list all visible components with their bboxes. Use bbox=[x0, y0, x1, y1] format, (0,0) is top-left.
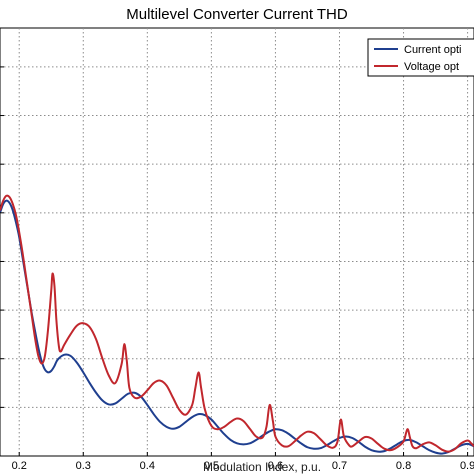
x-tick-label: 0.8 bbox=[396, 460, 411, 472]
x-axis-ticks: 0.2 0.3 0.4 0.5 0.6 0.7 0.8 0.9 bbox=[0, 66, 474, 472]
plot-area bbox=[0, 27, 474, 457]
x-tick-label: 0.9 bbox=[460, 460, 474, 472]
legend-box bbox=[367, 38, 474, 77]
series-voltage-optimized-line bbox=[0, 194, 474, 453]
legend-label-current: Current opti bbox=[404, 44, 461, 56]
x-tick-label: 0.7 bbox=[332, 460, 347, 472]
grid bbox=[0, 28, 474, 456]
series-lines bbox=[0, 194, 474, 455]
x-tick-label: 0.5 bbox=[204, 460, 219, 472]
x-tick-label: 0.3 bbox=[76, 460, 91, 472]
x-axis-label: Modulation Index, p.u. bbox=[203, 460, 321, 474]
legend: Current opti Voltage opt bbox=[367, 38, 474, 77]
x-tick-label: 0.2 bbox=[12, 460, 27, 472]
chart-title: Multilevel Converter Current THD bbox=[126, 6, 348, 23]
legend-label-voltage: Voltage opt bbox=[404, 61, 459, 73]
x-tick-label: 0.6 bbox=[268, 460, 283, 472]
x-tick-label: 0.4 bbox=[140, 460, 155, 472]
